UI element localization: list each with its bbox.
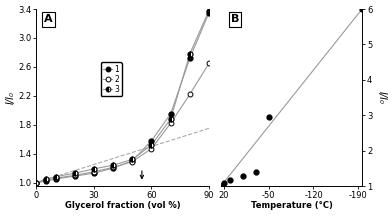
Text: B: B (231, 14, 239, 24)
X-axis label: Glycerol fraction (vol %): Glycerol fraction (vol %) (65, 202, 181, 210)
Y-axis label: I/I₀: I/I₀ (376, 91, 387, 104)
Y-axis label: I/I₀: I/I₀ (5, 91, 16, 104)
Legend: 1, 2, 3: 1, 2, 3 (101, 62, 122, 96)
X-axis label: Temperature (°C): Temperature (°C) (250, 202, 332, 210)
Text: A: A (44, 14, 53, 24)
